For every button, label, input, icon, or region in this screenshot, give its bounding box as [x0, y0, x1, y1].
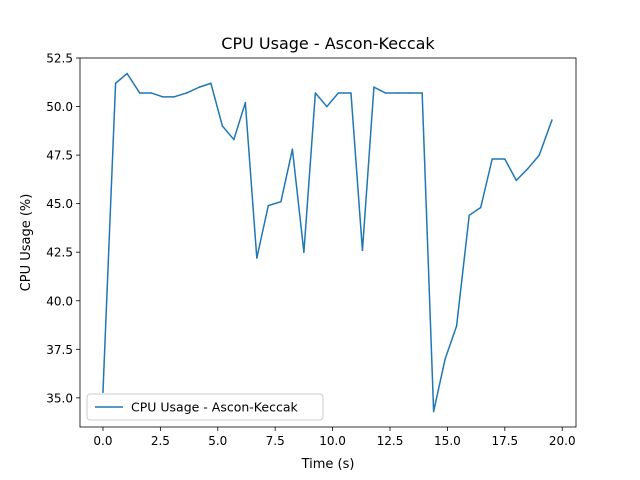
data-point: [126, 72, 128, 75]
y-tick-label: 35.0: [46, 391, 73, 405]
data-point: [303, 251, 305, 253]
data-point: [221, 125, 224, 127]
data-point: [432, 410, 435, 413]
data-point: [350, 92, 352, 94]
data-point: [314, 92, 317, 94]
y-tick-label: 47.5: [46, 149, 73, 163]
plot-area: [79, 57, 577, 428]
data-point: [291, 148, 294, 151]
x-tick-label: 17.5: [491, 434, 518, 448]
data-point: [361, 249, 364, 252]
y-tick-label: 40.0: [46, 294, 73, 308]
y-tick-label: 37.5: [46, 343, 73, 357]
x-axis: 0.0 2.5 5.0 7.5 10.0 12.5 15.0 17.5 20.0: [93, 427, 576, 448]
data-point: [102, 391, 104, 393]
data-point: [280, 200, 282, 203]
data-point: [421, 92, 423, 94]
plot-frame: [79, 57, 577, 428]
legend-label: CPU Usage - Ascon-Keccak: [131, 400, 298, 415]
data-point: [408, 92, 411, 94]
data-point: [210, 82, 212, 84]
data-point: [444, 358, 446, 360]
data-point: [267, 204, 270, 207]
x-tick-label: 2.5: [151, 434, 170, 448]
y-axis-label: CPU Usage (%): [19, 194, 34, 292]
x-tick-label: 20.0: [549, 434, 576, 448]
data-point: [114, 82, 117, 84]
x-tick-label: 12.5: [377, 434, 404, 448]
data-point: [538, 154, 541, 156]
data-point: [326, 105, 328, 108]
data-point: [161, 96, 164, 98]
data-point: [256, 257, 258, 259]
y-tick-label: 45.0: [46, 197, 73, 211]
chart-title: CPU Usage - Ascon-Keccak: [221, 34, 435, 53]
data-point: [337, 92, 340, 94]
y-axis: 35.0 37.5 40.0 42.5 45.0 47.5 50.0 52.5: [46, 52, 80, 405]
data-point: [455, 325, 458, 327]
data-point: [468, 214, 470, 217]
x-tick-label: 7.5: [266, 434, 285, 448]
y-tick-label: 52.5: [46, 52, 73, 66]
data-point: [397, 92, 399, 94]
data-point: [173, 96, 175, 98]
legend-box: [86, 393, 324, 421]
x-tick-label: 10.0: [319, 434, 346, 448]
legend: CPU Usage - Ascon-Keccak: [86, 393, 324, 421]
data-point: [186, 92, 188, 94]
data-point: [373, 86, 375, 88]
data-point: [515, 179, 518, 182]
series-layer: [102, 72, 553, 413]
data-point: [527, 167, 529, 170]
x-tick-label: 5.0: [208, 434, 227, 448]
data-point: [198, 86, 201, 88]
data-point: [150, 92, 152, 94]
data-point: [244, 101, 247, 104]
x-axis-label: Time (s): [301, 457, 355, 472]
x-tick-label: 15.0: [434, 434, 461, 448]
data-point: [138, 92, 141, 94]
data-point: [491, 158, 493, 160]
data-point: [384, 92, 387, 94]
y-tick-label: 50.0: [46, 100, 73, 114]
data-point: [479, 206, 482, 209]
y-tick-label: 42.5: [46, 246, 73, 260]
data-point: [233, 138, 235, 141]
x-tick-label: 0.0: [93, 434, 112, 448]
data-point: [504, 158, 506, 160]
data-point: [551, 119, 553, 121]
